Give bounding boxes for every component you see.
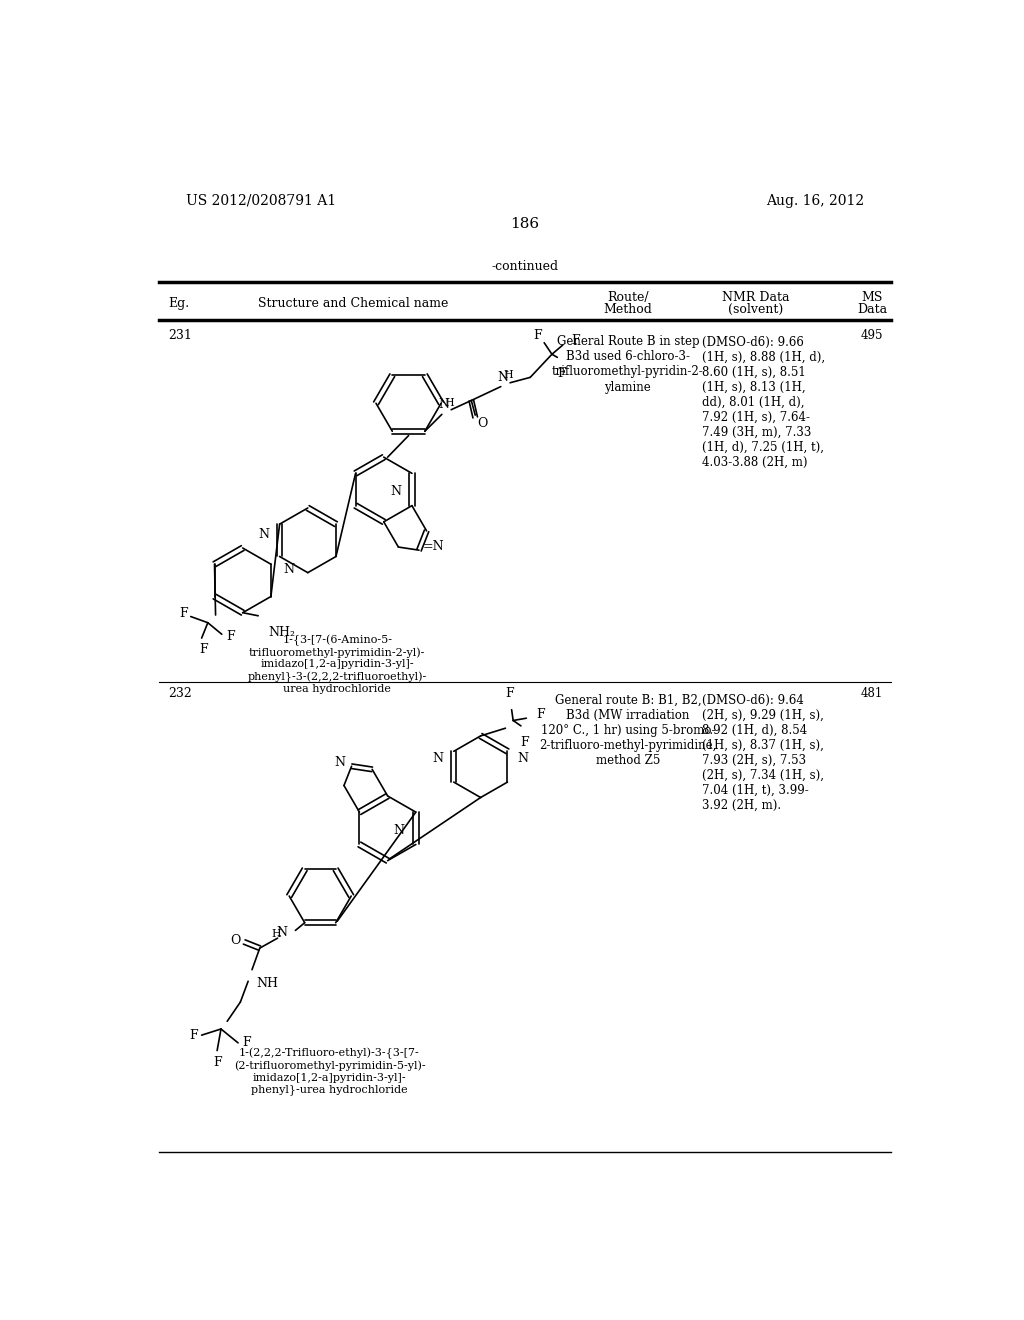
Text: N: N xyxy=(390,486,401,499)
Text: Method: Method xyxy=(603,302,652,315)
Text: MS: MS xyxy=(861,292,883,305)
Text: 495: 495 xyxy=(861,329,884,342)
Text: (solvent): (solvent) xyxy=(728,302,783,315)
Text: (DMSO-d6): 9.64
(2H, s), 9.29 (1H, s),
8.92 (1H, d), 8.54
(1H, s), 8.37 (1H, s),: (DMSO-d6): 9.64 (2H, s), 9.29 (1H, s), 8… xyxy=(701,693,823,812)
Text: F: F xyxy=(213,1056,221,1069)
Text: N: N xyxy=(432,752,443,766)
Text: (DMSO-d6): 9.66
(1H, s), 8.88 (1H, d),
8.60 (1H, s), 8.51
(1H, s), 8.13 (1H,
dd): (DMSO-d6): 9.66 (1H, s), 8.88 (1H, d), 8… xyxy=(701,335,824,469)
Text: F: F xyxy=(557,367,565,380)
Text: =N: =N xyxy=(423,540,444,553)
Text: O: O xyxy=(230,935,241,946)
Text: 1-(2,2,2-Trifluoro-ethyl)-3-{3-[7-
(2-trifluoromethyl-pyrimidin-5-yl)-
imidazo[1: 1-(2,2,2-Trifluoro-ethyl)-3-{3-[7- (2-tr… xyxy=(233,1048,425,1096)
Text: 232: 232 xyxy=(168,686,193,700)
Text: NH: NH xyxy=(256,977,278,990)
Text: N: N xyxy=(258,528,269,541)
Text: N: N xyxy=(498,371,509,384)
Text: N: N xyxy=(438,399,450,412)
Text: N: N xyxy=(335,756,345,768)
Text: F: F xyxy=(534,329,543,342)
Text: N: N xyxy=(394,824,404,837)
Text: F: F xyxy=(520,737,529,748)
Text: 481: 481 xyxy=(861,686,883,700)
Text: H: H xyxy=(444,399,454,408)
Text: NH₂: NH₂ xyxy=(268,626,295,639)
Text: US 2012/0208791 A1: US 2012/0208791 A1 xyxy=(186,194,336,207)
Text: 231: 231 xyxy=(168,329,193,342)
Text: General Route B in step
B3d used 6-chloro-3-
trifluoromethyl-pyridin-2-
ylamine: General Route B in step B3d used 6-chlor… xyxy=(552,335,703,393)
Text: N: N xyxy=(283,564,294,576)
Text: F: F xyxy=(226,630,236,643)
Text: O: O xyxy=(477,417,487,430)
Text: General route B: B1, B2,
B3d (MW irradiation
120° C., 1 hr) using 5-bromo-
2-tri: General route B: B1, B2, B3d (MW irradia… xyxy=(540,693,717,767)
Text: 1-{3-[7-(6-Amino-5-
trifluoromethyl-pyrimidin-2-yl)-
imidazo[1,2-a]pyridin-3-yl]: 1-{3-[7-(6-Amino-5- trifluoromethyl-pyri… xyxy=(248,635,427,694)
Text: H: H xyxy=(271,929,282,940)
Text: F: F xyxy=(179,607,187,620)
Text: Aug. 16, 2012: Aug. 16, 2012 xyxy=(766,194,864,207)
Text: F: F xyxy=(537,708,545,721)
Text: 186: 186 xyxy=(510,216,540,231)
Text: -continued: -continued xyxy=(492,260,558,273)
Text: N: N xyxy=(276,927,288,940)
Text: F: F xyxy=(505,686,514,700)
Text: F: F xyxy=(243,1036,251,1049)
Text: Route/: Route/ xyxy=(607,292,648,305)
Text: F: F xyxy=(571,334,580,347)
Text: Structure and Chemical name: Structure and Chemical name xyxy=(258,297,447,310)
Text: F: F xyxy=(199,643,208,656)
Text: NMR Data: NMR Data xyxy=(722,292,790,305)
Text: H: H xyxy=(503,371,513,380)
Text: N: N xyxy=(518,752,528,766)
Text: Eg.: Eg. xyxy=(168,297,189,310)
Text: Data: Data xyxy=(857,302,887,315)
Text: F: F xyxy=(189,1028,198,1041)
